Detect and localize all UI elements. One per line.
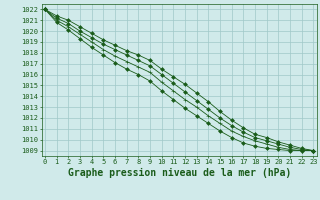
X-axis label: Graphe pression niveau de la mer (hPa): Graphe pression niveau de la mer (hPa) [68,168,291,178]
